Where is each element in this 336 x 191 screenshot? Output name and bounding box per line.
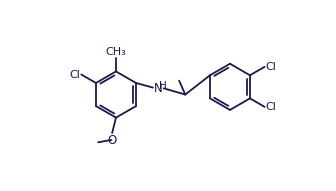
Text: Cl: Cl — [265, 62, 276, 72]
Text: Cl: Cl — [69, 70, 80, 79]
Text: H: H — [159, 81, 166, 91]
Text: O: O — [108, 134, 117, 147]
Text: CH₃: CH₃ — [106, 47, 126, 57]
Text: N: N — [154, 82, 162, 95]
Text: Cl: Cl — [265, 102, 276, 112]
